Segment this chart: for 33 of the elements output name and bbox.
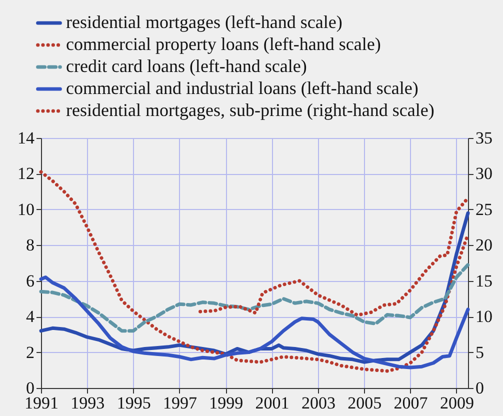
- x-tick-label: 2003: [301, 394, 336, 412]
- legend-label: residential mortgages (left-hand scale): [66, 12, 342, 32]
- line-series: [39, 263, 470, 333]
- y2-tick-label: 10: [476, 307, 492, 326]
- legend-label: credit card loans (left-hand scale): [66, 56, 307, 76]
- x-tick-label: 1993: [70, 394, 105, 412]
- y-tick-label: 12: [18, 164, 34, 184]
- x-tick-label: 1995: [116, 394, 151, 412]
- y-tick-label: 4: [26, 307, 35, 326]
- y2-tick-label: 30: [476, 164, 492, 184]
- legend-label: commercial property loans (left-hand scale): [66, 34, 381, 54]
- y2-tick-label: 20: [476, 236, 492, 255]
- y-tick-label: 14: [18, 128, 35, 148]
- y-tick-label: 10: [18, 200, 34, 219]
- x-tick-label: 1999: [209, 394, 244, 412]
- x-tick-label: 1997: [162, 394, 198, 412]
- y2-tick-label: 5: [476, 342, 484, 362]
- y2-tick-label: 15: [476, 271, 492, 290]
- y2-tick-label: 25: [476, 200, 492, 219]
- y2-tick-label: 35: [476, 128, 492, 148]
- line-series: [39, 170, 470, 373]
- y-tick-label: 8: [26, 236, 34, 255]
- y-tick-label: 6: [26, 271, 34, 290]
- x-tick-label: 2005: [348, 394, 382, 412]
- y-tick-label: 2: [26, 342, 34, 362]
- x-tick-label: 2001: [255, 394, 290, 412]
- legend-label: commercial and industrial loans (left-hand scale): [66, 78, 418, 98]
- x-tick-label: 2007: [394, 394, 428, 412]
- y2-tick-label: 0: [476, 378, 484, 398]
- legend-label: residential mortgages, sub-prime (right-hand scale): [66, 100, 434, 120]
- line-series: [198, 196, 470, 317]
- line-series: [39, 276, 470, 370]
- x-tick-label: 2009: [440, 394, 474, 412]
